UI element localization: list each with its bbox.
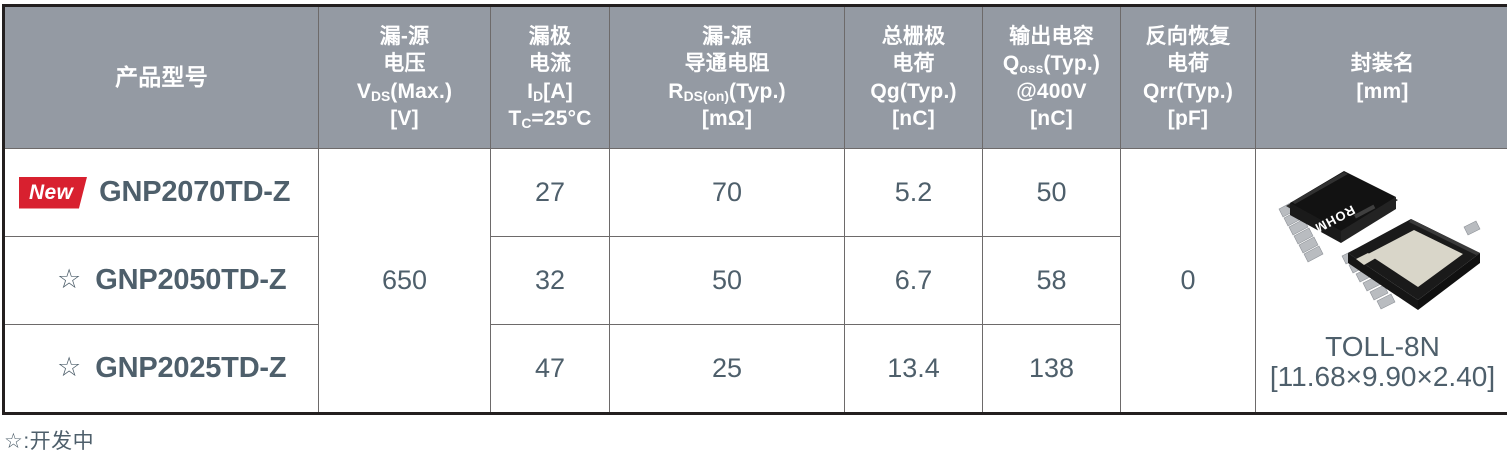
header-line: 漏-源 [610,23,844,50]
cell-qoss: 58 [983,237,1121,325]
table-row[interactable]: New GNP2070TD-Z 650 27 70 5.2 50 0 [4,149,1507,237]
column-header-id: 漏极 电流 ID[A] TC=25°C [491,6,610,149]
cell-vds-merged: 650 [319,149,491,414]
column-header-package: 封装名 [mm] [1256,6,1507,149]
cell-id: 27 [491,149,610,237]
cell-qg: 5.2 [845,149,983,237]
header-line: [pF] [1121,105,1255,132]
package-wrap: ROHM [1256,149,1507,412]
header-row: 产品型号 漏-源 电压 VDS(Max.) [V] 漏极 电流 ID[A] TC… [4,6,1507,149]
cell-id: 47 [491,325,610,414]
table-header: 产品型号 漏-源 电压 VDS(Max.) [V] 漏极 电流 ID[A] TC… [4,6,1507,149]
header-line: 封装名 [1256,50,1507,77]
package-bottom-view [1342,219,1480,310]
cell-qg: 13.4 [845,325,983,414]
header-line: [nC] [983,105,1120,132]
header-line: 漏极 [491,23,609,50]
model-name: GNP2025TD-Z [95,352,286,385]
new-badge: New [19,177,87,209]
package-illustration: ROHM [1268,153,1498,330]
cell-qoss: 138 [983,325,1121,414]
cell-model[interactable]: New GNP2070TD-Z [4,149,319,237]
model-content: ☆ GNP2025TD-Z [5,325,318,412]
cell-package-merged: ROHM [1256,149,1507,414]
header-line: TC=25°C [491,105,609,132]
header-line: 电流 [491,50,609,77]
cell-qg: 6.7 [845,237,983,325]
star-icon: ☆ [57,266,81,293]
header-line: 总栅极 [845,23,982,50]
column-header-qrr: 反向恢复 电荷 Qrr(Typ.) [pF] [1121,6,1256,149]
product-spec-sheet: 产品型号 漏-源 电压 VDS(Max.) [V] 漏极 电流 ID[A] TC… [0,4,1507,470]
cell-qoss: 50 [983,149,1121,237]
cell-model[interactable]: ☆ GNP2050TD-Z [4,237,319,325]
column-header-rdson: 漏-源 导通电阻 RDS(on)(Typ.) [mΩ] [610,6,845,149]
header-line: [mΩ] [610,105,844,132]
header-line: 漏-源 [319,23,490,50]
cell-rdson: 70 [610,149,845,237]
footnote: ☆:开发中 [4,425,1507,455]
header-line: VDS(Max.) [319,78,490,105]
header-line: Qoss(Typ.) [983,50,1120,77]
model-content: New GNP2070TD-Z [5,149,318,236]
column-header-vds: 漏-源 电压 VDS(Max.) [V] [319,6,491,149]
header-line: 电荷 [1121,50,1255,77]
product-specification-table: 产品型号 漏-源 电压 VDS(Max.) [V] 漏极 电流 ID[A] TC… [2,4,1507,415]
column-header-qg: 总栅极 电荷 Qg(Typ.) [nC] [845,6,983,149]
model-content: ☆ GNP2050TD-Z [5,237,318,324]
model-name: GNP2050TD-Z [95,264,286,297]
column-header-model: 产品型号 [4,6,319,149]
header-line: [V] [319,105,490,132]
header-line: Qg(Typ.) [845,78,982,105]
header-line: Qrr(Typ.) [1121,78,1255,105]
toll-8n-package-svg: ROHM [1268,153,1498,323]
header-line: [mm] [1256,78,1507,105]
header-line: 反向恢复 [1121,23,1255,50]
header-line: 输出电容 [983,23,1120,50]
header-line: 电荷 [845,50,982,77]
header-line: [nC] [845,105,982,132]
package-name: TOLL-8N [1325,332,1440,362]
package-dimensions: [11.68×9.90×2.40] [1270,362,1495,392]
header-line: 电压 [319,50,490,77]
cell-rdson: 50 [610,237,845,325]
cell-rdson: 25 [610,325,845,414]
header-line: 产品型号 [5,63,318,93]
header-line: RDS(on)(Typ.) [610,78,844,105]
cell-model[interactable]: ☆ GNP2025TD-Z [4,325,319,414]
header-line: @400V [983,78,1120,105]
cell-id: 32 [491,237,610,325]
header-line: 导通电阻 [610,50,844,77]
column-header-qoss: 输出电容 Qoss(Typ.) @400V [nC] [983,6,1121,149]
header-line: ID[A] [491,78,609,105]
model-name: GNP2070TD-Z [99,176,290,209]
table-body: New GNP2070TD-Z 650 27 70 5.2 50 0 [4,149,1507,414]
star-icon: ☆ [57,354,81,381]
cell-qrr-merged: 0 [1121,149,1256,414]
